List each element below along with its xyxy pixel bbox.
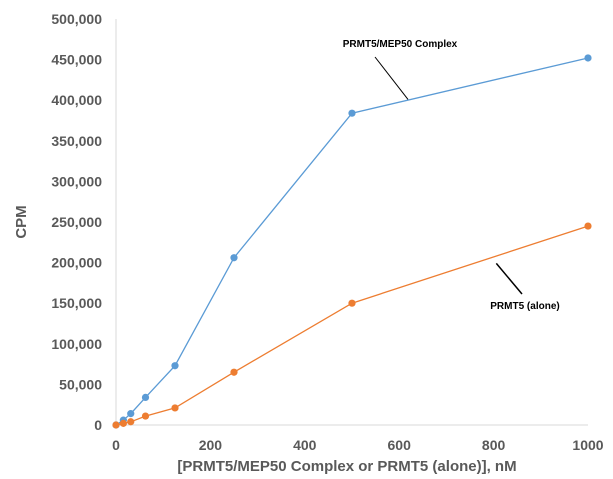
data-point (127, 410, 135, 418)
y-tick-label: 0 (94, 417, 102, 433)
data-point (584, 222, 592, 230)
annotation-layer: PRMT5/MEP50 Complex PRMT5 (alone) (343, 39, 560, 312)
x-tick-label: 200 (199, 437, 223, 453)
y-axis-title: CPM (13, 205, 30, 238)
data-point (141, 412, 150, 420)
data-point (348, 109, 356, 117)
x-tick-label: 0 (112, 437, 120, 453)
y-tick-label: 100,000 (51, 336, 102, 352)
y-tick-label: 250,000 (51, 214, 102, 230)
y-tick-label: 400,000 (51, 92, 102, 108)
x-tick-label: 400 (293, 437, 317, 453)
data-point (119, 419, 127, 427)
data-point (171, 362, 179, 370)
x-axis-ticks: 0 200 400 600 800 1000 (112, 437, 604, 453)
data-point (348, 299, 356, 307)
y-tick-label: 150,000 (51, 295, 102, 311)
series-0 (112, 54, 592, 429)
y-tick-label: 500,000 (51, 11, 102, 27)
series-line (115, 225, 589, 426)
x-axis-title: [PRMT5/MEP50 Complex or PRMT5 (alone)], … (177, 458, 516, 475)
x-tick-label: 800 (482, 437, 506, 453)
annotation-leader-line (374, 56, 409, 100)
series-1 (112, 222, 592, 429)
data-point (171, 404, 179, 412)
x-tick-label: 600 (388, 437, 412, 453)
data-point (141, 393, 150, 401)
y-tick-label: 200,000 (51, 255, 102, 271)
data-point (584, 54, 592, 62)
y-tick-label: 50,000 (59, 376, 102, 392)
annotation-leader-line (495, 262, 523, 295)
y-tick-label: 350,000 (51, 133, 102, 149)
y-tick-label: 300,000 (51, 173, 102, 189)
y-tick-label: 450,000 (51, 52, 102, 68)
data-point (230, 254, 238, 262)
data-point (230, 368, 238, 376)
series-layer (112, 54, 592, 429)
x-tick-label: 1000 (572, 437, 603, 453)
data-point (112, 421, 120, 429)
data-point (127, 418, 135, 426)
series-annotation-complex: PRMT5/MEP50 Complex (343, 39, 458, 50)
y-axis-ticks: 0 50,000 100,000 150,000 200,000 250,000 300,0… (51, 11, 102, 433)
series-annotation-alone: PRMT5 (alone) (490, 301, 559, 312)
